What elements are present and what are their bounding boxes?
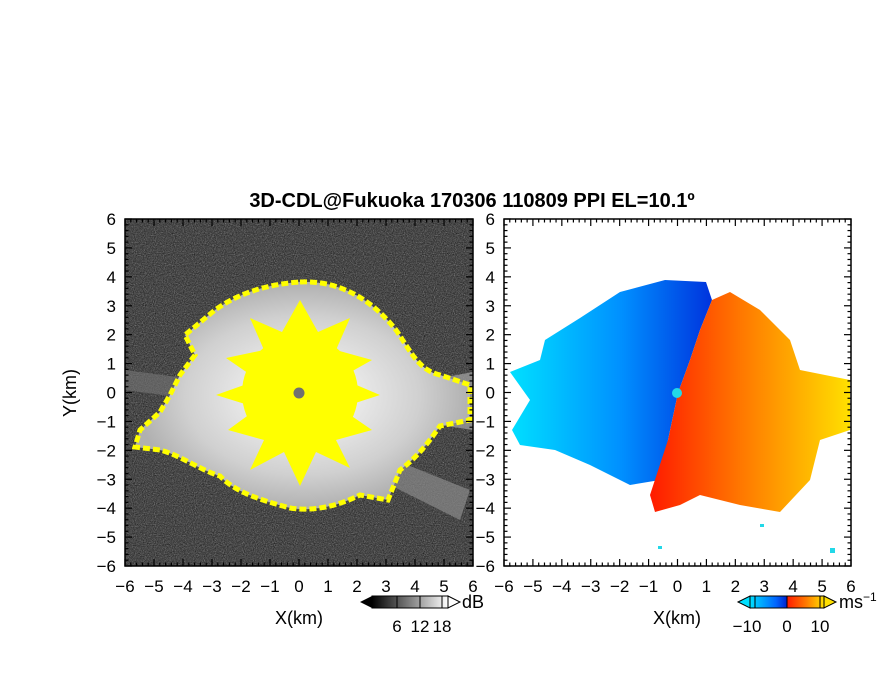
y-tick-label: −5 bbox=[97, 528, 116, 547]
x-tick-label: −2 bbox=[231, 577, 250, 596]
x-tick-label: 6 bbox=[846, 577, 855, 596]
colorbar-tick-label: 18 bbox=[433, 617, 452, 636]
y-tick-label: 0 bbox=[486, 384, 495, 403]
x-tick-label: −3 bbox=[581, 577, 600, 596]
left-x-axis-label: X(km) bbox=[275, 608, 323, 628]
y-tick-label: 0 bbox=[107, 384, 116, 403]
x-tick-label: −2 bbox=[610, 577, 629, 596]
x-tick-label: −4 bbox=[552, 577, 571, 596]
x-tick-label: −6 bbox=[494, 577, 513, 596]
x-tick-label: 0 bbox=[673, 577, 682, 596]
y-tick-label: −4 bbox=[97, 499, 116, 518]
x-tick-label: 6 bbox=[468, 577, 477, 596]
colorbar-tick-label: −10 bbox=[733, 617, 762, 636]
y-tick-label: −3 bbox=[97, 470, 116, 489]
right-y-tick-labels: 6 5 4 3 2 1 0 −1 −2 −3 −4 −5 −6 bbox=[476, 210, 495, 576]
x-tick-label: 1 bbox=[702, 577, 711, 596]
x-tick-label: 3 bbox=[760, 577, 769, 596]
y-tick-label: 6 bbox=[486, 210, 495, 229]
x-tick-label: 0 bbox=[294, 577, 303, 596]
right-colorbar: ms−1 −10 0 10 bbox=[733, 590, 877, 636]
right-x-axis-label: X(km) bbox=[653, 608, 701, 628]
chart-title: 3D-CDL@Fukuoka 170306 110809 PPI EL=10.1… bbox=[249, 190, 694, 212]
x-tick-label: 2 bbox=[731, 577, 740, 596]
right-ticks bbox=[503, 218, 852, 567]
y-tick-label: −3 bbox=[476, 470, 495, 489]
x-tick-label: −3 bbox=[202, 577, 221, 596]
colorbar-tick-label: 12 bbox=[411, 617, 430, 636]
y-tick-label: 1 bbox=[486, 355, 495, 374]
left-colorbar-ticks: 6 12 18 bbox=[392, 596, 451, 636]
y-tick-label: 2 bbox=[486, 326, 495, 345]
x-tick-label: −1 bbox=[639, 577, 658, 596]
right-colorbar-unit: ms−1 bbox=[839, 590, 877, 612]
x-tick-label: 3 bbox=[381, 577, 390, 596]
y-tick-label: 2 bbox=[107, 326, 116, 345]
y-tick-label: −4 bbox=[476, 499, 495, 518]
x-tick-label: −5 bbox=[144, 577, 163, 596]
x-tick-label: 1 bbox=[323, 577, 332, 596]
y-tick-label: −6 bbox=[476, 557, 495, 576]
velocity-approaching-region bbox=[510, 280, 712, 485]
left-x-tick-labels: −6 −5 −4 −3 −2 −1 0 1 2 3 4 5 6 bbox=[115, 577, 477, 596]
y-tick-label: −2 bbox=[97, 441, 116, 460]
colorbar-tick-label: 6 bbox=[392, 617, 401, 636]
x-tick-label: 4 bbox=[788, 577, 797, 596]
y-tick-label: 3 bbox=[107, 297, 116, 316]
y-tick-label: 1 bbox=[107, 355, 116, 374]
colorbar-tick-label: 10 bbox=[811, 617, 830, 636]
left-ticks bbox=[124, 218, 474, 567]
x-tick-label: 5 bbox=[817, 577, 826, 596]
radar-site-marker bbox=[293, 387, 305, 399]
y-tick-label: 3 bbox=[486, 297, 495, 316]
x-tick-label: −4 bbox=[173, 577, 192, 596]
left-plot-image bbox=[125, 219, 473, 566]
x-tick-label: 5 bbox=[439, 577, 448, 596]
velocity-center-marker bbox=[672, 388, 682, 398]
x-tick-label: −5 bbox=[523, 577, 542, 596]
y-tick-label: 5 bbox=[107, 239, 116, 258]
y-tick-label: 4 bbox=[107, 268, 116, 287]
y-tick-label: −2 bbox=[476, 441, 495, 460]
left-panel: −6 −5 −4 −3 −2 −1 0 1 2 3 4 5 6 6543210−1−2−3−4−5−6 … bbox=[60, 210, 484, 636]
y-tick-label: −6 bbox=[97, 557, 116, 576]
x-tick-label: −1 bbox=[260, 577, 279, 596]
y-tick-label: −1 bbox=[97, 412, 116, 431]
right-plot-image bbox=[504, 219, 851, 566]
left-y-tick-labels: 6 5 4 3 2 1 0 −1 −2 −3 −4 −5 −6 bbox=[97, 210, 116, 576]
right-panel: −6 −5 −4 −3 −2 −1 0 1 2 3 4 5 6 6543210−1−2−3−4−5−6 … bbox=[476, 210, 877, 636]
y-tick-label: −5 bbox=[476, 528, 495, 547]
y-tick-label: 4 bbox=[486, 268, 495, 287]
x-tick-label: −6 bbox=[115, 577, 134, 596]
y-axis-label: Y(km) bbox=[60, 369, 80, 417]
colorbar-tick-label: 0 bbox=[782, 617, 791, 636]
y-tick-label: 5 bbox=[486, 239, 495, 258]
velocity-receding-region bbox=[650, 292, 850, 512]
x-tick-label: 2 bbox=[352, 577, 361, 596]
y-tick-label: 6 bbox=[107, 210, 116, 229]
left-colorbar-unit: dB bbox=[462, 592, 484, 612]
right-colorbar-ticks: −10 0 10 bbox=[733, 596, 830, 636]
x-tick-label: 4 bbox=[410, 577, 419, 596]
left-colorbar: dB 6 12 18 bbox=[360, 592, 484, 636]
y-tick-label: −1 bbox=[476, 412, 495, 431]
right-x-tick-labels: −6 −5 −4 −3 −2 −1 0 1 2 3 4 5 6 bbox=[494, 577, 855, 596]
